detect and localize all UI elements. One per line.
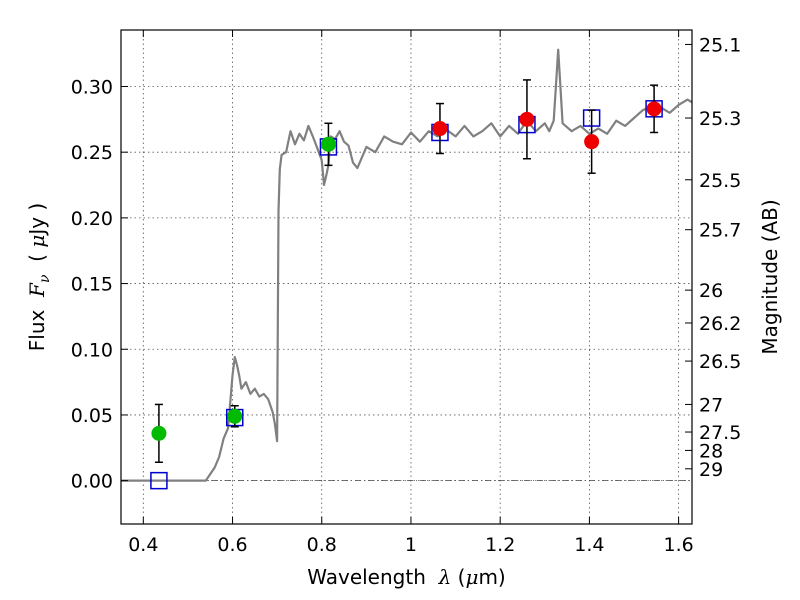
y-axis-title-part: F (25, 282, 49, 298)
y2-tick-label: 29 (699, 459, 723, 481)
y-tick-label: 0.30 (71, 76, 113, 98)
y2-tick-label: 25.7 (699, 220, 741, 242)
plot-frame (120, 29, 693, 525)
y-tick-label: 0.25 (71, 142, 113, 164)
series-layer (121, 48, 693, 490)
x-tick-label: 1.2 (485, 534, 515, 556)
observed-flux-point (320, 136, 336, 152)
y2-tick-label: 25.5 (699, 170, 741, 192)
x-axis-title-part: Wavelength (307, 565, 438, 589)
y2-tick-label: 28 (699, 440, 723, 462)
y2-tick-label: 25.1 (699, 34, 741, 56)
ticks-layer: 0.4 0.6 0.8 1 1.2 1.4 1.6 0.00 0.05 0.10 0.15 0.20 0… (71, 30, 741, 556)
y2-tick-label: 26.5 (699, 351, 741, 373)
observed-flux-point (646, 101, 662, 117)
y-axis-title-part: ( (25, 248, 49, 275)
y-axis-title-part: Flux (25, 297, 49, 351)
x-tick-label: 0.8 (307, 534, 337, 556)
y-axis-title-part: μ (25, 235, 49, 248)
observed-flux-point (151, 425, 167, 441)
y2-tick-label: 26 (699, 280, 723, 302)
observed-flux-point (519, 111, 535, 127)
x-axis-title-part: λ (438, 565, 452, 589)
x-tick-label: 0.6 (217, 534, 247, 556)
x-tick-label: 1.6 (664, 534, 694, 556)
observed-flux-point (227, 408, 243, 424)
y2-axis-title: Magnitude (AB) (758, 199, 782, 354)
x-axis-title-part: μ (465, 565, 478, 589)
grid-layer (121, 30, 692, 524)
y-tick-label: 0.05 (71, 405, 113, 427)
y-axis-title-part: Jy ) (25, 203, 49, 237)
y-tick-label: 0.20 (71, 208, 113, 230)
x-tick-label: 0.4 (128, 534, 158, 556)
y2-tick-label: 27 (699, 394, 723, 416)
x-axis-title-part: ( (451, 565, 465, 589)
observed-flux-point (432, 121, 448, 137)
model-flux-square (150, 471, 168, 490)
x-tick-label: 1 (405, 534, 417, 556)
y-tick-label: 0.15 (71, 274, 113, 296)
y2-tick-label: 27.5 (699, 422, 741, 444)
y2-tick-label: 25.3 (699, 108, 741, 130)
y-axis-title-part: ν (37, 274, 53, 283)
y2-tick-label: 26.2 (699, 313, 741, 335)
y-axis-title: Flux Fν ( μJy ) (25, 203, 53, 351)
x-tick-label: 1.4 (574, 534, 604, 556)
x-axis-title-part: m) (478, 565, 505, 589)
y-tick-label: 0.10 (71, 339, 113, 361)
y-tick-label: 0.00 (71, 471, 113, 493)
spectrum-line (121, 48, 693, 482)
x-axis-title: Wavelength λ (μm) (307, 565, 506, 589)
observed-flux-point (584, 134, 600, 150)
